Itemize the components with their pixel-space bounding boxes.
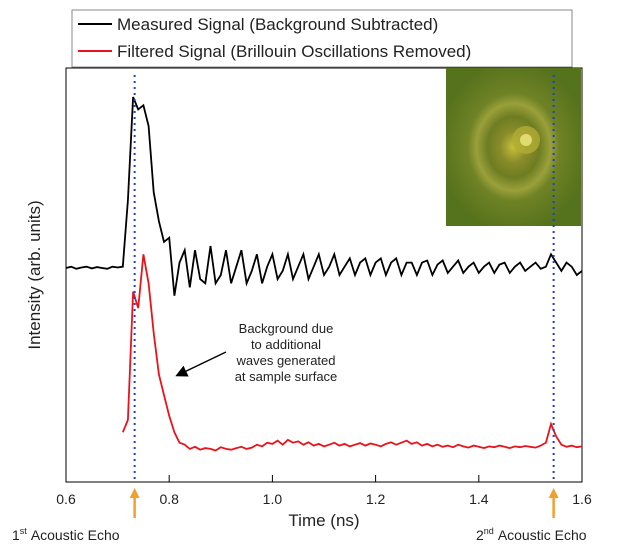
annotation: waves generated: [235, 353, 335, 368]
x-tick-label: 1.4: [469, 491, 489, 507]
echo-label: 2nd Acoustic Echo: [476, 526, 587, 543]
annotation-arrow: [175, 351, 227, 377]
x-tick-label: 0.6: [56, 491, 76, 507]
echo-text: Acoustic Echo: [498, 527, 587, 543]
echo-arrowhead: [548, 488, 559, 498]
x-tick-label: 1.0: [263, 491, 283, 507]
x-axis-title: Time (ns): [288, 511, 359, 530]
annotation: at sample surface: [235, 369, 338, 384]
x-tick-label: 1.6: [572, 491, 592, 507]
x-tick-label: 1.2: [366, 491, 386, 507]
annotation: to additional: [251, 337, 321, 352]
series-line: [65, 96, 583, 296]
x-tick-label: 0.8: [159, 491, 179, 507]
plot-frame: [65, 67, 583, 483]
series-line: [121, 254, 583, 452]
echo-suffix: nd: [484, 526, 494, 536]
echo-ordinal: 2: [476, 527, 484, 543]
y-axis-title: Intensity (arb. units): [25, 200, 44, 349]
legend-label: Filtered Signal (Brillouin Oscillations …: [117, 42, 471, 61]
legend-label: Measured Signal (Background Subtracted): [117, 15, 438, 34]
legend-box: [71, 9, 573, 68]
echo-text: Acoustic Echo: [31, 527, 120, 543]
echo-arrowhead: [129, 488, 140, 498]
echo-label: 1st Acoustic Echo: [12, 526, 120, 543]
annotation: Background due: [239, 321, 334, 336]
inset-image: [446, 68, 581, 226]
echo-suffix: st: [20, 526, 28, 536]
echo-ordinal: 1: [12, 527, 20, 543]
